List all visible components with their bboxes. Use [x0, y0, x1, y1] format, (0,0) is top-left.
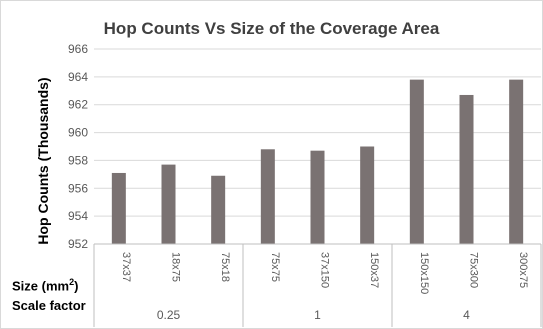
x-tick-label: 75x300: [468, 252, 480, 288]
x-tick-label: 150x37: [368, 252, 380, 288]
x-tick-label: 150x150: [418, 252, 430, 294]
bar: [459, 94, 474, 244]
y-tick-label: 958: [68, 153, 88, 167]
bar: [211, 175, 226, 244]
x-tick-label: 37x150: [319, 252, 331, 288]
y-tick-label: 956: [68, 181, 88, 195]
y-tick-label: 962: [68, 98, 88, 112]
group-label: 0.25: [157, 308, 181, 322]
x-tick-label: 37x37: [120, 252, 132, 282]
group-label: 1: [314, 308, 321, 322]
bar: [260, 149, 275, 244]
size-row-label: Size (mm2): [12, 277, 78, 293]
bar: [310, 150, 325, 244]
x-tick-label: 18x75: [170, 252, 182, 282]
bar: [409, 79, 424, 245]
x-tick-label: 75x18: [219, 252, 231, 282]
bar: [360, 146, 375, 244]
group-label: 4: [463, 308, 470, 322]
x-tick-label: 300x75: [517, 252, 529, 288]
size-row-label-text: Size (mm: [12, 278, 70, 294]
y-tick-label: 960: [68, 126, 88, 140]
y-tick-label: 966: [68, 42, 88, 56]
size-row-label-close: ): [74, 278, 79, 294]
y-tick-label: 964: [68, 70, 88, 84]
x-tick-label: 75x75: [269, 252, 281, 282]
bar: [111, 172, 126, 244]
y-tick-label: 952: [68, 237, 88, 251]
scale-factor-row-label: Scale factor: [12, 298, 86, 313]
y-tick-label: 954: [68, 209, 88, 223]
size-row-label-sup: 2: [69, 277, 75, 287]
bar: [509, 79, 524, 245]
bar: [161, 164, 176, 244]
chart-title: Hop Counts Vs Size of the Coverage Area: [103, 19, 440, 38]
